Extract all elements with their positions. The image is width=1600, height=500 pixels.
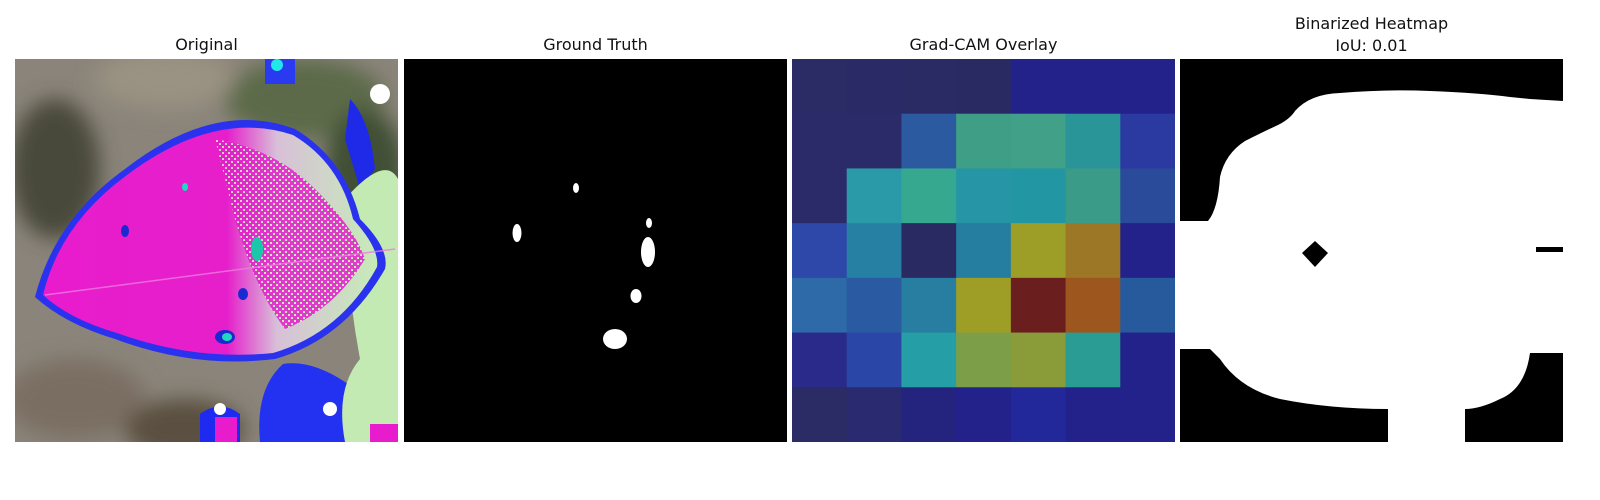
panel-ground-truth: Ground Truth [404,0,787,442]
heatmap-cell [1120,168,1175,223]
heatmap-cell [1066,168,1121,223]
heatmap-cell [1120,114,1175,169]
heatmap-cell [847,114,902,169]
panel-title-binarized: Binarized Heatmap [1180,14,1563,33]
panel-title-gradcam: Grad-CAM Overlay [792,35,1175,54]
heatmap-cell [792,387,847,442]
heatmap-cell [847,278,902,333]
heatmap-cell [901,333,956,388]
iou-score: IoU: 0.01 [1180,36,1563,55]
heatmap-cell [1011,114,1066,169]
heatmap-cell [1066,278,1121,333]
heatmap-cell [956,114,1011,169]
heatmap-cell [847,223,902,278]
heatmap-cell [1120,278,1175,333]
panel-binarized-heatmap: Binarized Heatmap IoU: 0.01 [1180,0,1563,442]
heatmap-cell [956,168,1011,223]
heatmap-cell [901,278,956,333]
heatmap-cell [1120,223,1175,278]
panel-gradcam-overlay: Grad-CAM Overlay [792,0,1175,442]
heatmap-cell [956,387,1011,442]
heatmap-cell [901,168,956,223]
heatmap-cell [956,278,1011,333]
heatmap-cell [792,168,847,223]
heatmap-cell [792,114,847,169]
heatmap-cell [1066,387,1121,442]
panel-original: Original [15,0,398,442]
heatmap-cell [792,223,847,278]
heatmap-cell [1011,168,1066,223]
heatmap-cell [956,59,1011,114]
ground-truth-mask [404,59,787,442]
heatmap-cell [1011,59,1066,114]
heatmap-cell [1066,59,1121,114]
heatmap-cell [1011,278,1066,333]
heatmap-cell [1066,333,1121,388]
heatmap-cell [956,333,1011,388]
panel-title-original: Original [15,35,398,54]
heatmap-cell [901,59,956,114]
heatmap-cell [847,387,902,442]
heatmap-cell [1011,223,1066,278]
binarized-heatmap-mask [1180,59,1563,442]
heatmap-cell [1120,59,1175,114]
heatmap-cell [1011,387,1066,442]
heatmap-cell [1120,333,1175,388]
heatmap-cell [1066,114,1121,169]
heatmap-cell [847,168,902,223]
heatmap-cell [901,387,956,442]
gradcam-heatmap [792,59,1175,442]
heatmap-cell [1120,387,1175,442]
heatmap-cell [1066,223,1121,278]
heatmap-cell [847,333,902,388]
heatmap-cell [792,59,847,114]
heatmap-cell [847,59,902,114]
heatmap-cell [956,223,1011,278]
heatmap-cell [901,114,956,169]
original-leaf-image [15,59,398,442]
heatmap-cell [792,333,847,388]
heatmap-cell [792,278,847,333]
heatmap-cell [1011,333,1066,388]
panel-title-ground-truth: Ground Truth [404,35,787,54]
heatmap-cell [901,223,956,278]
